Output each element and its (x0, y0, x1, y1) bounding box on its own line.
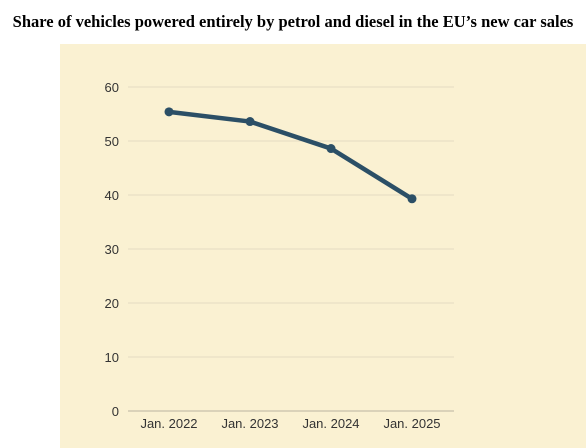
series (164, 107, 417, 204)
x-tick-label: Jan. 2023 (221, 416, 278, 431)
data-point (164, 107, 174, 117)
data-point (407, 194, 417, 204)
data-point (245, 117, 255, 127)
gridlines (128, 86, 454, 412)
y-tick-label: 10 (105, 350, 119, 365)
x-tick-label: Jan. 2025 (383, 416, 440, 431)
y-tick-label: 50 (105, 134, 119, 149)
x-tick-label: Jan. 2022 (140, 416, 197, 431)
axes: 0 10 20 30 40 50 60 Jan. 2022 Jan. 2023 Jan. 2024… (105, 80, 441, 431)
y-tick-label: 40 (105, 188, 119, 203)
y-tick-label: 60 (105, 80, 119, 95)
data-point (326, 144, 336, 154)
y-tick-label: 30 (105, 242, 119, 257)
x-tick-label: Jan. 2024 (302, 416, 359, 431)
y-tick-label: 20 (105, 296, 119, 311)
plot-background (60, 44, 586, 448)
series-line (166, 109, 415, 202)
chart-title: Share of vehicles powered entirely by pe… (12, 12, 574, 31)
y-tick-label: 0 (112, 404, 119, 419)
